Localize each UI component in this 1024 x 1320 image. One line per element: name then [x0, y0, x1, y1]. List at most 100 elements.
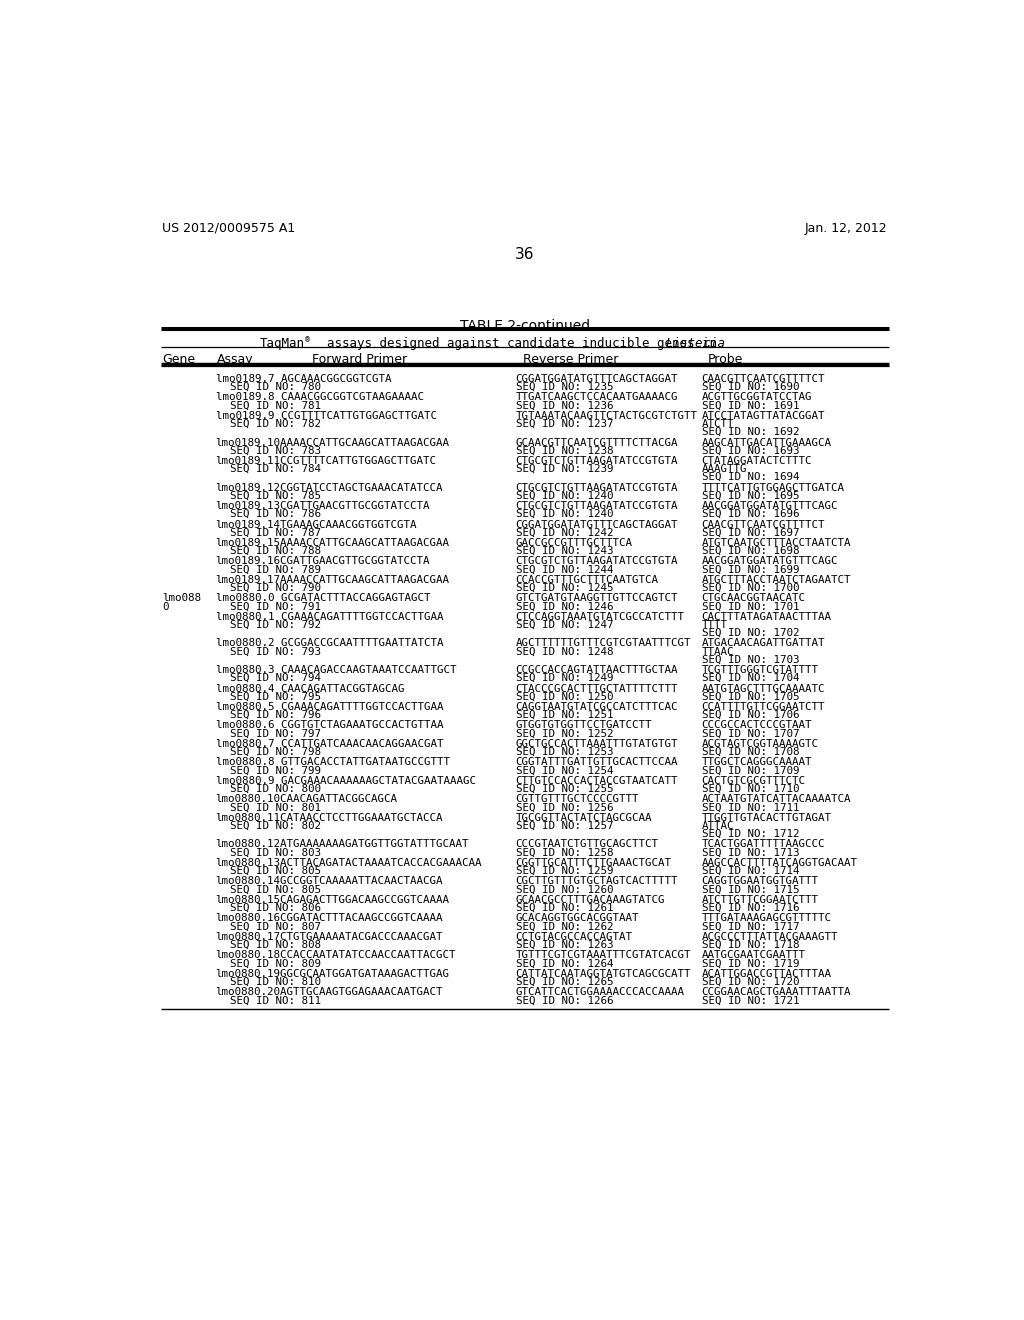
Text: lmo0880.2 GCGGACCGCAATTTTGAATTATCTA: lmo0880.2 GCGGACCGCAATTTTGAATTATCTA — [216, 639, 443, 648]
Text: Listeria: Listeria — [666, 337, 726, 350]
Text: SEQ ID NO: 808: SEQ ID NO: 808 — [229, 940, 321, 950]
Text: SEQ ID NO: 1239: SEQ ID NO: 1239 — [515, 465, 613, 474]
Text: SEQ ID NO: 1708: SEQ ID NO: 1708 — [701, 747, 799, 758]
Text: TTGGCTCAGGGCAAAAT: TTGGCTCAGGGCAAAAT — [701, 758, 812, 767]
Text: SEQ ID NO: 807: SEQ ID NO: 807 — [229, 921, 321, 932]
Text: CGGTATTTGATTGTTGCACTTCCAA: CGGTATTTGATTGTTGCACTTCCAA — [515, 758, 678, 767]
Text: GTGGTGTGGTTCCTGATCCTT: GTGGTGTGGTTCCTGATCCTT — [515, 721, 652, 730]
Text: SEQ ID NO: 1690: SEQ ID NO: 1690 — [701, 381, 799, 392]
Text: SEQ ID NO: 785: SEQ ID NO: 785 — [229, 491, 321, 500]
Text: CTGCGTCTGTTAAGATATCCGTGTA: CTGCGTCTGTTAAGATATCCGTGTA — [515, 483, 678, 492]
Text: CCCGTAATCTGTTGCAGCTTCT: CCCGTAATCTGTTGCAGCTTCT — [515, 840, 658, 850]
Text: SEQ ID NO: 1261: SEQ ID NO: 1261 — [515, 903, 613, 913]
Text: lmo0880.0 GCGATACTTTACCAGGAGTAGCT: lmo0880.0 GCGATACTTTACCAGGAGTAGCT — [216, 594, 430, 603]
Text: SEQ ID NO: 810: SEQ ID NO: 810 — [229, 977, 321, 987]
Text: CTACCCGCACTTTGCTATTTTCTTT: CTACCCGCACTTTGCTATTTTCTTT — [515, 684, 678, 693]
Text: TaqMan: TaqMan — [260, 337, 305, 350]
Text: lmo0189.11CCGTTTTCATTGTGGAGCTTGATC: lmo0189.11CCGTTTTCATTGTGGAGCTTGATC — [216, 455, 436, 466]
Text: lmo0189.13CGATTGAACGTTGCGGTATCCTA: lmo0189.13CGATTGAACGTTGCGGTATCCTA — [216, 502, 430, 511]
Text: SEQ ID NO: 1721: SEQ ID NO: 1721 — [701, 995, 799, 1006]
Text: GGCTGCCACTTAAATTTGTATGTGT: GGCTGCCACTTAAATTTGTATGTGT — [515, 739, 678, 748]
Text: SEQ ID NO: 1259: SEQ ID NO: 1259 — [515, 866, 613, 876]
Text: ACGTTGCGGTATCCTAG: ACGTTGCGGTATCCTAG — [701, 392, 812, 403]
Text: SEQ ID NO: 1718: SEQ ID NO: 1718 — [701, 940, 799, 950]
Text: CCGCCACCAGTATTAACTTTGCTAA: CCGCCACCAGTATTAACTTTGCTAA — [515, 665, 678, 675]
Text: SEQ ID NO: 1715: SEQ ID NO: 1715 — [701, 884, 799, 895]
Text: SEQ ID NO: 1717: SEQ ID NO: 1717 — [701, 921, 799, 932]
Text: SEQ ID NO: 1258: SEQ ID NO: 1258 — [515, 847, 613, 858]
Text: SEQ ID NO: 789: SEQ ID NO: 789 — [229, 565, 321, 574]
Text: AATGTAGCTTTGCAAAATC: AATGTAGCTTTGCAAAATC — [701, 684, 825, 693]
Text: Gene: Gene — [162, 354, 196, 366]
Text: SEQ ID NO: 1692: SEQ ID NO: 1692 — [701, 428, 799, 437]
Text: lmo0189.8 CAAACGGCGGTCGTAAGAAAAC: lmo0189.8 CAAACGGCGGTCGTAAGAAAAC — [216, 392, 424, 403]
Text: lmo0880.20AGTTGCAAGTGGAGAAACAATGACT: lmo0880.20AGTTGCAAGTGGAGAAACAATGACT — [216, 987, 443, 998]
Text: SEQ ID NO: 799: SEQ ID NO: 799 — [229, 766, 321, 776]
Text: AAGCCACTTTTATCAGGTGACAAT: AAGCCACTTTTATCAGGTGACAAT — [701, 858, 857, 869]
Text: CGCTTGTTTGTGCTAGTCACTTTTT: CGCTTGTTTGTGCTAGTCACTTTTT — [515, 876, 678, 887]
Text: CCGGAACAGCTGAAATTTAATTA: CCGGAACAGCTGAAATTTAATTA — [701, 987, 851, 998]
Text: lmo0880.11CATAACCTCCTTGGAAATGCTACCA: lmo0880.11CATAACCTCCTTGGAAATGCTACCA — [216, 813, 443, 822]
Text: ®: ® — [305, 335, 310, 343]
Text: ATGTCAATGCTTTACCTAATCTA: ATGTCAATGCTTTACCTAATCTA — [701, 539, 851, 548]
Text: Forward Primer: Forward Primer — [311, 354, 407, 366]
Text: SEQ ID NO: 1256: SEQ ID NO: 1256 — [515, 803, 613, 813]
Text: TTGATCAAGCTCCACAATGAAAACG: TTGATCAAGCTCCACAATGAAAACG — [515, 392, 678, 403]
Text: SEQ ID NO: 1699: SEQ ID NO: 1699 — [701, 565, 799, 574]
Text: lmo0880.9 GACGAAACAAAAAAGCTATACGAATAAAGC: lmo0880.9 GACGAAACAAAAAAGCTATACGAATAAAGC — [216, 776, 475, 785]
Text: lmo0880.4 CAACAGATTACGGTAGCAG: lmo0880.4 CAACAGATTACGGTAGCAG — [216, 684, 404, 693]
Text: SEQ ID NO: 806: SEQ ID NO: 806 — [229, 903, 321, 913]
Text: .: . — [706, 337, 713, 350]
Text: SEQ ID NO: 784: SEQ ID NO: 784 — [229, 465, 321, 474]
Text: US 2012/0009575 A1: US 2012/0009575 A1 — [162, 222, 295, 235]
Text: lmo0880.15CAGAGACTTGGACAAGCCGGTCAAAA: lmo0880.15CAGAGACTTGGACAAGCCGGTCAAAA — [216, 895, 450, 906]
Text: AAAGTTG: AAAGTTG — [701, 465, 746, 474]
Text: CAACGTTCAATCGTTTTCT: CAACGTTCAATCGTTTTCT — [701, 520, 825, 529]
Text: lmo0880.10CAACAGATTACGGCAGCA: lmo0880.10CAACAGATTACGGCAGCA — [216, 795, 397, 804]
Text: AAGCATTGACATTGAAAGCA: AAGCATTGACATTGAAAGCA — [701, 437, 831, 447]
Text: SEQ ID NO: 786: SEQ ID NO: 786 — [229, 510, 321, 519]
Text: SEQ ID NO: 803: SEQ ID NO: 803 — [229, 847, 321, 858]
Text: SEQ ID NO: 1237: SEQ ID NO: 1237 — [515, 418, 613, 429]
Text: CTTGTCCACCACTACCGTAATCATT: CTTGTCCACCACTACCGTAATCATT — [515, 776, 678, 785]
Text: SEQ ID NO: 1713: SEQ ID NO: 1713 — [701, 847, 799, 858]
Text: SEQ ID NO: 1248: SEQ ID NO: 1248 — [515, 647, 613, 656]
Text: SEQ ID NO: 1250: SEQ ID NO: 1250 — [515, 692, 613, 702]
Text: SEQ ID NO: 1253: SEQ ID NO: 1253 — [515, 747, 613, 758]
Text: lmo0880.18CCACCAATATATCCAACCAATTACGCT: lmo0880.18CCACCAATATATCCAACCAATTACGCT — [216, 950, 456, 961]
Text: CGGATGGATATGTTTCAGCTAGGAT: CGGATGGATATGTTTCAGCTAGGAT — [515, 520, 678, 529]
Text: TCGTTTGGGTCGTATTTT: TCGTTTGGGTCGTATTTT — [701, 665, 818, 675]
Text: SEQ ID NO: 800: SEQ ID NO: 800 — [229, 784, 321, 795]
Text: Jan. 12, 2012: Jan. 12, 2012 — [805, 222, 888, 235]
Text: CGGTTGCATTTCTTGAAACTGCAT: CGGTTGCATTTCTTGAAACTGCAT — [515, 858, 672, 869]
Text: AATGCGAATCGAATTT: AATGCGAATCGAATTT — [701, 950, 806, 961]
Text: SEQ ID NO: 1254: SEQ ID NO: 1254 — [515, 766, 613, 776]
Text: CTGCGTCTGTTAAGATATCCGTGTA: CTGCGTCTGTTAAGATATCCGTGTA — [515, 557, 678, 566]
Text: SEQ ID NO: 1704: SEQ ID NO: 1704 — [701, 673, 799, 684]
Text: SEQ ID NO: 802: SEQ ID NO: 802 — [229, 821, 321, 832]
Text: SEQ ID NO: 1691: SEQ ID NO: 1691 — [701, 400, 799, 411]
Text: ACGTAGTCGGTAAAAGTC: ACGTAGTCGGTAAAAGTC — [701, 739, 818, 748]
Text: SEQ ID NO: 1719: SEQ ID NO: 1719 — [701, 958, 799, 969]
Text: SEQ ID NO: 782: SEQ ID NO: 782 — [229, 418, 321, 429]
Text: TTTGATAAAGAGCGTTTTTC: TTTGATAAAGAGCGTTTTTC — [701, 913, 831, 924]
Text: ATTAC: ATTAC — [701, 821, 734, 832]
Text: SEQ ID NO: 1265: SEQ ID NO: 1265 — [515, 977, 613, 987]
Text: SEQ ID NO: 1696: SEQ ID NO: 1696 — [701, 510, 799, 519]
Text: SEQ ID NO: 1257: SEQ ID NO: 1257 — [515, 821, 613, 832]
Text: SEQ ID NO: 1266: SEQ ID NO: 1266 — [515, 995, 613, 1006]
Text: GACCGCCGTTTGCTTTCA: GACCGCCGTTTGCTTTCA — [515, 539, 633, 548]
Text: SEQ ID NO: 1249: SEQ ID NO: 1249 — [515, 673, 613, 684]
Text: SEQ ID NO: 1693: SEQ ID NO: 1693 — [701, 446, 799, 455]
Text: TGTTTCGTCGTAAATTTCGTATCACGT: TGTTTCGTCGTAAATTTCGTATCACGT — [515, 950, 691, 961]
Text: lmo0189.12CGGTATCCTAGCTGAAACATATCCA: lmo0189.12CGGTATCCTAGCTGAAACATATCCA — [216, 483, 443, 492]
Text: ATGACAACAGATTGATTAT: ATGACAACAGATTGATTAT — [701, 639, 825, 648]
Text: SEQ ID NO: 792: SEQ ID NO: 792 — [229, 620, 321, 630]
Text: TGTAAATACAAGTTCTACTGCGTCTGTT: TGTAAATACAAGTTCTACTGCGTCTGTT — [515, 411, 697, 421]
Text: lmo0880.7 CCATTGATCAAACAACAGGAACGAT: lmo0880.7 CCATTGATCAAACAACAGGAACGAT — [216, 739, 443, 748]
Text: Probe: Probe — [708, 354, 743, 366]
Text: SEQ ID NO: 793: SEQ ID NO: 793 — [229, 647, 321, 656]
Text: lmo088: lmo088 — [162, 594, 201, 603]
Text: SEQ ID NO: 797: SEQ ID NO: 797 — [229, 729, 321, 739]
Text: SEQ ID NO: 1720: SEQ ID NO: 1720 — [701, 977, 799, 987]
